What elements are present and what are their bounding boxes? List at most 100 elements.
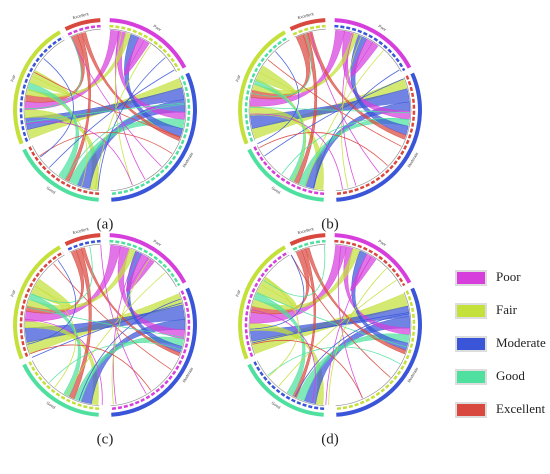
- legend-swatch: [455, 402, 487, 418]
- chord-ribbon: [254, 292, 306, 397]
- chord-line: [250, 254, 305, 330]
- sector-arc: [334, 18, 412, 69]
- chord-ribbon: [29, 70, 69, 94]
- chord-ribbon: [124, 37, 150, 76]
- legend-swatch: [455, 270, 487, 286]
- sector-band: [244, 36, 289, 142]
- chord-line: [78, 298, 181, 401]
- sector-label: Poor: [152, 23, 162, 32]
- chord-line: [114, 31, 146, 180]
- chord-ribbon: [27, 82, 80, 180]
- legend-swatch: [455, 336, 487, 352]
- sector-inner: [248, 254, 290, 356]
- legend-swatch: [455, 303, 487, 319]
- sector-arc: [109, 233, 187, 284]
- chord-line: [65, 272, 166, 396]
- sector-arc: [13, 245, 62, 360]
- sector-inner: [110, 76, 187, 192]
- sector-band: [67, 24, 101, 36]
- chord-ribbon: [81, 247, 181, 357]
- chord-line: [290, 254, 391, 378]
- chord-line: [294, 313, 410, 398]
- chord-line: [100, 245, 147, 394]
- sector-arc: [22, 148, 99, 202]
- sector-band: [253, 146, 325, 196]
- sector-arc: [238, 30, 287, 145]
- sector-arc: [238, 245, 287, 360]
- chord-line: [27, 306, 185, 338]
- chord-line: [111, 258, 151, 405]
- chord-line: [310, 32, 380, 174]
- chord-line: [341, 36, 362, 188]
- sector-band: [19, 36, 64, 142]
- sector-label: Fair: [234, 74, 241, 83]
- legend-label: Poor: [496, 269, 521, 284]
- sector-label: Good: [271, 400, 282, 410]
- sector-label: Fair: [234, 289, 241, 298]
- sector-arc: [13, 30, 62, 145]
- chord-line: [31, 246, 93, 303]
- chord-line: [259, 132, 388, 166]
- sector-band: [292, 24, 326, 36]
- panel-label: (a): [97, 216, 114, 232]
- sector-arc: [289, 18, 326, 31]
- sector-band: [244, 251, 289, 357]
- sector-inner: [335, 76, 412, 192]
- sector-arc: [111, 287, 197, 417]
- chord-ribbon: [255, 65, 296, 92]
- sector-inner: [248, 39, 290, 141]
- sector-label: Poor: [377, 238, 387, 247]
- chord-ribbon: [125, 253, 155, 292]
- sector-band: [110, 75, 191, 196]
- sector-band: [28, 361, 100, 411]
- sector-arc: [64, 18, 101, 31]
- chord-line: [325, 256, 372, 405]
- sector-arc: [109, 18, 187, 69]
- sector-inner: [23, 254, 65, 356]
- sector-label: Excellent: [297, 226, 315, 235]
- sector-arc: [334, 233, 412, 284]
- sector-band: [335, 290, 416, 411]
- sector-band: [28, 146, 100, 196]
- legend-swatch: [455, 369, 487, 385]
- sector-inner: [23, 39, 65, 141]
- chord-line: [251, 309, 316, 403]
- sector-arc: [247, 148, 324, 202]
- chord-line: [257, 51, 300, 145]
- sector-band: [334, 239, 406, 287]
- panel-label: (c): [97, 431, 114, 447]
- sector-inner: [335, 291, 412, 407]
- chord-line: [256, 292, 408, 348]
- chord-line: [94, 44, 152, 190]
- chord-line: [40, 58, 74, 158]
- panel-label: (b): [321, 216, 339, 232]
- chord-line: [281, 118, 410, 175]
- chord-line: [278, 279, 397, 387]
- chord-ribbon: [81, 32, 181, 141]
- sector-label: Fair: [9, 289, 16, 298]
- chord-ribbon: [307, 31, 407, 140]
- chord-line: [264, 78, 404, 157]
- sector-band: [67, 239, 101, 251]
- chord-line: [31, 302, 183, 358]
- sector-label: Excellent: [297, 11, 315, 20]
- sector-arc: [336, 72, 422, 202]
- sector-band: [109, 24, 181, 72]
- sector-arc: [289, 233, 326, 246]
- chord-line: [250, 113, 343, 190]
- legend-label: Fair: [496, 302, 518, 317]
- chord-line: [34, 285, 77, 388]
- chord-line: [267, 59, 402, 147]
- chord-line: [328, 268, 387, 406]
- chord-line: [27, 88, 88, 187]
- sector-inner: [69, 28, 101, 38]
- sector-inner: [256, 360, 325, 407]
- sector-arc: [336, 287, 422, 417]
- chord-line: [263, 245, 326, 297]
- chord-line: [267, 346, 401, 376]
